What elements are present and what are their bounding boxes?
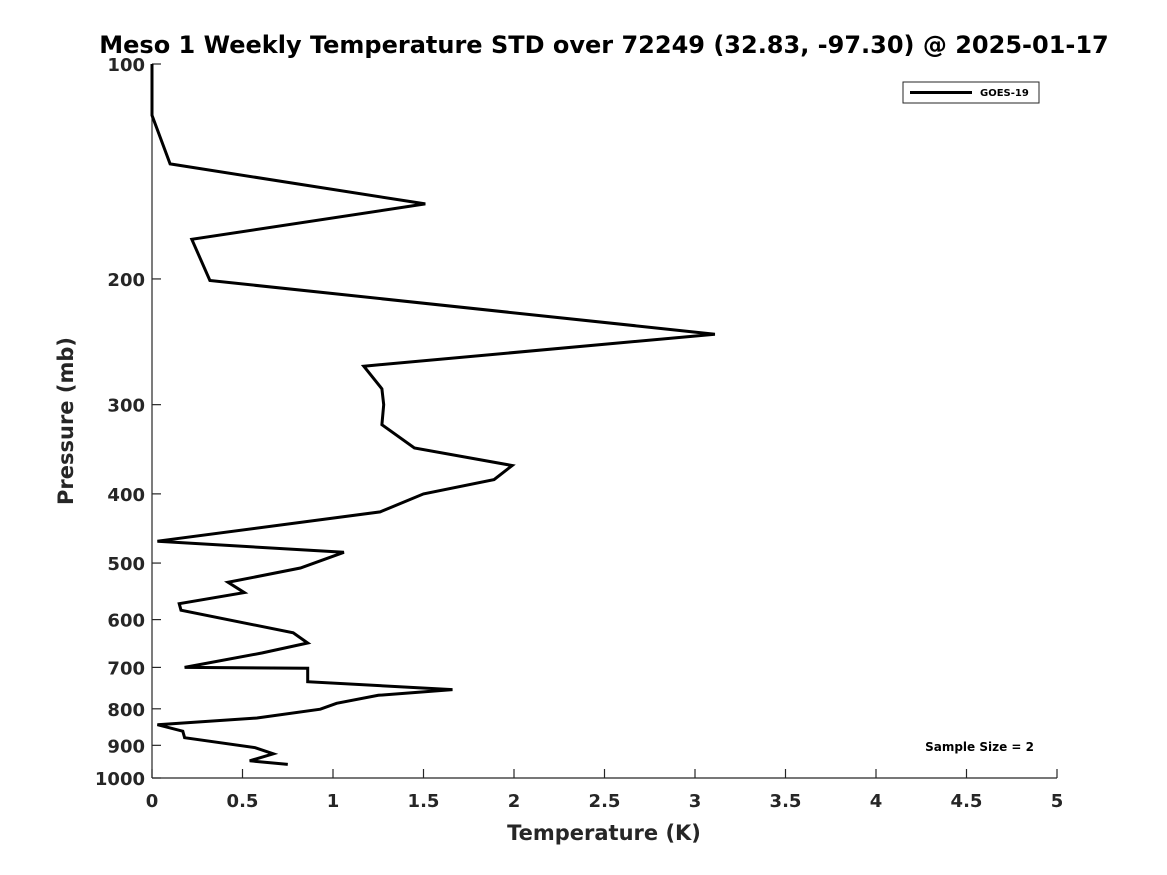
y-tick-label: 400	[107, 485, 145, 506]
x-tick-label: 4	[870, 791, 883, 812]
y-tick-label: 600	[107, 611, 145, 632]
x-tick-label: 3	[689, 791, 702, 812]
series-group	[150, 64, 716, 766]
x-axis-ticks: 0 0.5 1 1.5 2 2.5 3 3.5 4 4.5 5	[146, 769, 1064, 812]
y-tick-label: 800	[107, 700, 145, 721]
x-tick-label: 5	[1051, 791, 1064, 812]
x-tick-label: 4.5	[951, 791, 983, 812]
legend: GOES-19	[902, 81, 1040, 104]
x-tick-label: 2	[508, 791, 521, 812]
y-tick-label: 700	[107, 658, 145, 679]
x-tick-label: 2.5	[589, 791, 621, 812]
x-tick-label: 0	[146, 791, 159, 812]
y-tick-label: 1000	[95, 769, 145, 790]
y-tick-label: 200	[107, 270, 145, 291]
y-tick-label: 100	[107, 55, 145, 76]
x-axis-label: Temperature (K)	[507, 821, 701, 845]
y-tick-label: 300	[107, 396, 145, 417]
x-tick-label: 1	[327, 791, 340, 812]
y-tick-label: 900	[107, 736, 145, 757]
y-tick-label: 500	[107, 554, 145, 575]
y-axis-ticks: 100 200 300 400 500 600 700 800 900 1000	[95, 55, 161, 790]
x-tick-label: 0.5	[227, 791, 259, 812]
x-tick-label: 3.5	[770, 791, 802, 812]
x-tick-label: 1.5	[408, 791, 440, 812]
sample-size-annotation: Sample Size = 2	[925, 740, 1034, 754]
series-line-goes-19	[150, 64, 716, 766]
y-axis-label: Pressure (mb)	[54, 337, 78, 505]
legend-entry: GOES-19	[980, 88, 1029, 99]
chart-title: Meso 1 Weekly Temperature STD over 72249…	[99, 31, 1109, 59]
